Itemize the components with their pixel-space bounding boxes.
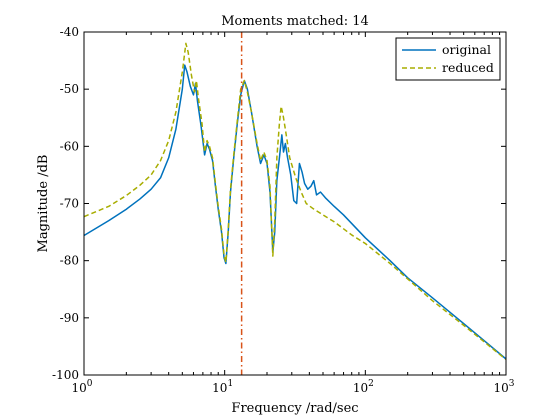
y-tick-label: -100 (52, 368, 79, 382)
x-tick-label: 100 (71, 379, 92, 395)
series-line-reduced (83, 42, 507, 361)
y-tick-label: -40 (60, 25, 79, 39)
legend-label-reduced: reduced (442, 60, 494, 75)
y-axis-label: Magnitude /dB (36, 155, 51, 253)
series-layer (83, 42, 507, 361)
legend-box (395, 37, 501, 81)
y-tick-label: -70 (60, 197, 79, 211)
x-axis-label: Frequency /rad/sec (231, 401, 358, 416)
x-tick-label: 101 (212, 379, 233, 395)
y-tick-label: -50 (60, 82, 79, 96)
x-tick-label: 103 (493, 379, 514, 395)
chart-title: Moments matched: 14 (221, 14, 369, 29)
series-line-original (83, 64, 507, 360)
legend: original reduced (395, 37, 501, 81)
plot-area (84, 32, 506, 375)
legend-label-original: original (442, 42, 491, 57)
y-tick-label: -60 (60, 139, 79, 153)
x-tick-label: 102 (353, 379, 374, 395)
y-tick-label: -80 (60, 254, 79, 268)
y-tick-label: -90 (60, 311, 79, 325)
tick-layer: 100 101 102 103 -100 -90 -80 -70 -60 -50 -40 (52, 25, 515, 395)
